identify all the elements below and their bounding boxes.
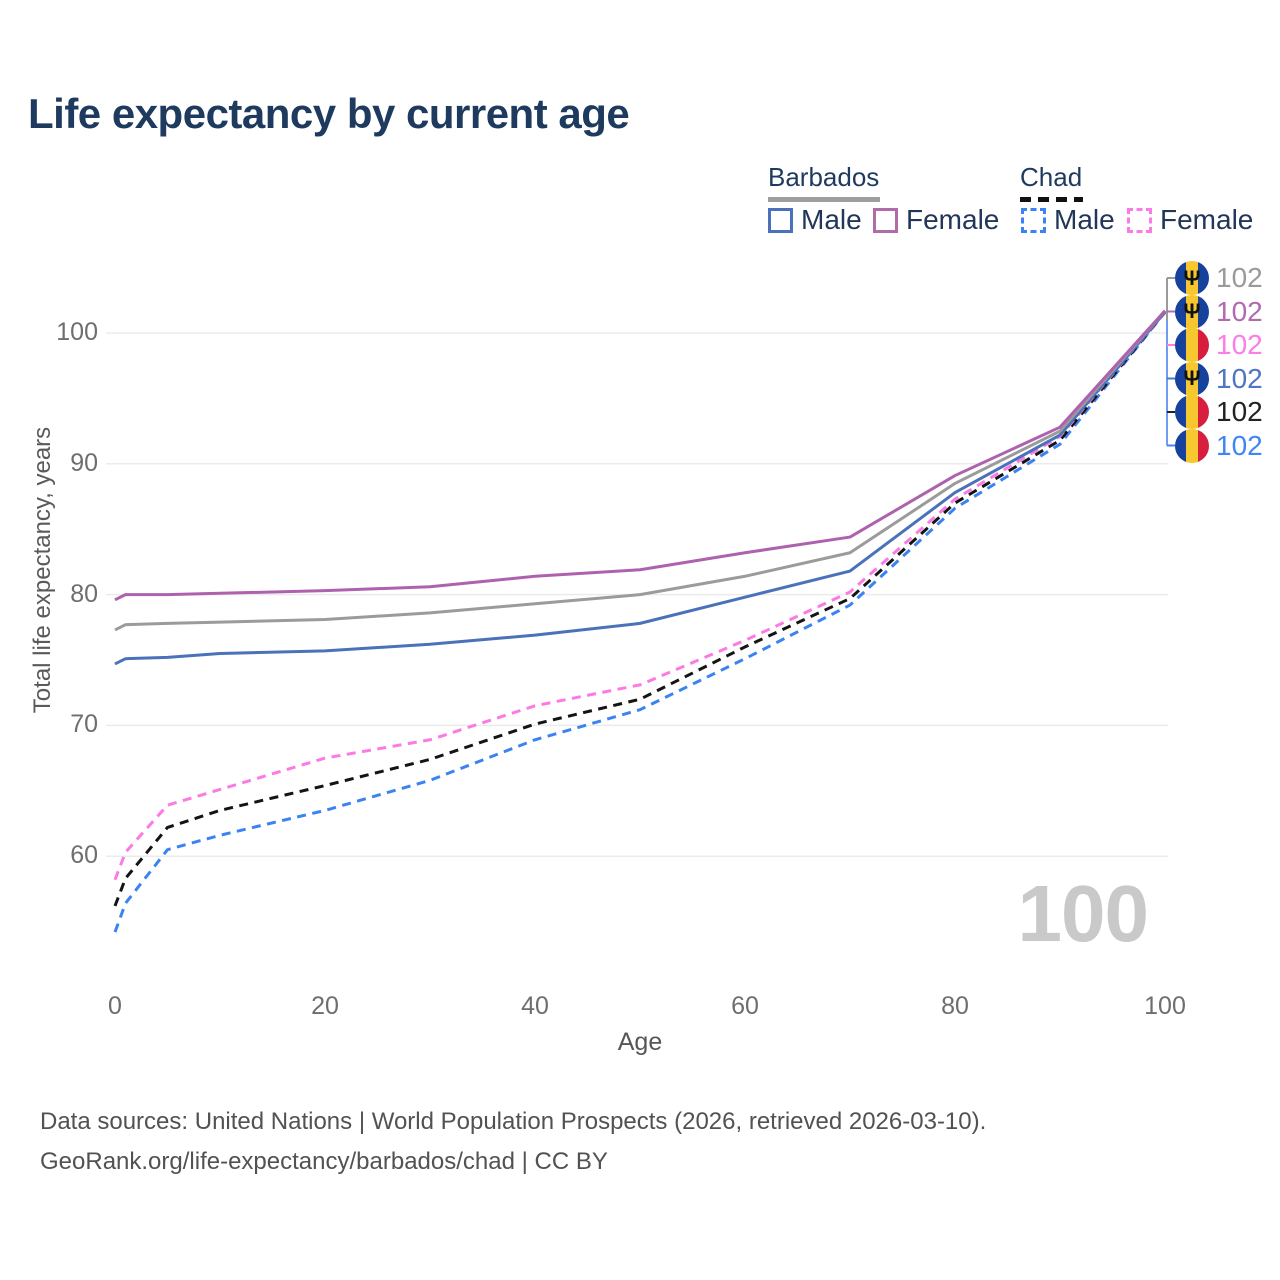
end-value-label: 102: [1216, 262, 1263, 293]
legend-item-label: Male: [1054, 204, 1115, 235]
age-counter-watermark: 100: [1017, 869, 1149, 958]
end-value-label: 102: [1216, 396, 1263, 427]
series-line-barbados-male[interactable]: [114, 311, 1167, 666]
x-tick-label: 20: [311, 992, 339, 1020]
legend-underline-barbados: [768, 197, 880, 202]
end-value-label: 102: [1216, 295, 1263, 327]
y-tick-label: 90: [70, 448, 98, 477]
x-tick-label: 60: [731, 992, 759, 1020]
legend-item-barbados-female[interactable]: Female: [873, 204, 999, 236]
barbados-female-swatch-icon[interactable]: [873, 207, 898, 233]
legend-group-barbados[interactable]: Barbados: [768, 162, 880, 192]
x-tick-label: 100: [1144, 992, 1186, 1020]
trident-icon: Ψ: [1183, 367, 1201, 390]
footer-sources: Data sources: United Nations | World Pop…: [40, 1108, 987, 1135]
chad-flag-icon: [1175, 328, 1209, 362]
trident-icon: Ψ: [1183, 266, 1201, 290]
legend-item-label: Male: [801, 204, 862, 235]
x-tick-label: 40: [521, 992, 549, 1020]
chad-flag-icon: [1175, 395, 1209, 429]
end-label-row-chad-all: 102: [1175, 395, 1263, 429]
end-label-row-barbados-all: Ψ 102: [1175, 261, 1263, 295]
footer-attribution: GeoRank.org/life-expectancy/barbados/cha…: [40, 1148, 608, 1175]
series-line-barbados-all[interactable]: [114, 309, 1167, 632]
end-value-label: 102: [1216, 329, 1263, 360]
x-tick-label: 80: [941, 992, 969, 1020]
legend-underline-chad: [1020, 197, 1083, 202]
legend-item-chad-male[interactable]: Male: [1021, 204, 1115, 236]
trident-icon: Ψ: [1183, 300, 1201, 323]
legend-item-chad-female[interactable]: Female: [1127, 204, 1253, 236]
end-label-row-barbados-female: Ψ 102: [1175, 294, 1263, 329]
barbados-flag-icon: Ψ: [1175, 294, 1209, 329]
legend-item-label: Female: [1160, 204, 1254, 235]
series-line-chad-female[interactable]: [113, 311, 1167, 881]
end-label-row-barbados-male: Ψ 102: [1175, 361, 1263, 396]
barbados-flag-icon: Ψ: [1175, 361, 1209, 396]
barbados-flag-icon: Ψ: [1175, 261, 1209, 295]
y-tick-label: 80: [70, 579, 98, 608]
legend-group-chad[interactable]: Chad: [1020, 162, 1083, 192]
y-tick-label: 70: [70, 710, 98, 739]
legend-item-barbados-male[interactable]: Male: [768, 204, 862, 236]
series-line-barbados-female[interactable]: [114, 309, 1167, 602]
series-line-chad-all[interactable]: [113, 311, 1167, 907]
legend-item-label: Female: [906, 204, 1000, 235]
y-tick-label: 60: [70, 841, 98, 870]
end-value-label: 102: [1216, 362, 1263, 394]
chad-flag-icon: [1175, 428, 1209, 463]
barbados-male-swatch-icon[interactable]: [768, 207, 793, 233]
x-tick-label: 0: [108, 992, 122, 1020]
chad-male-swatch-icon[interactable]: [1021, 207, 1046, 233]
end-label-row-chad-male: 102: [1175, 428, 1263, 463]
series-line-chad-male[interactable]: [113, 311, 1167, 933]
end-value-label: 102: [1216, 429, 1263, 461]
end-label-row-chad-female: 102: [1175, 328, 1263, 362]
x-axis-title: Age: [617, 1028, 663, 1056]
chad-female-swatch-icon[interactable]: [1127, 207, 1152, 233]
y-tick-label: 100: [56, 318, 98, 346]
page-title: Life expectancy by current age: [28, 90, 630, 137]
